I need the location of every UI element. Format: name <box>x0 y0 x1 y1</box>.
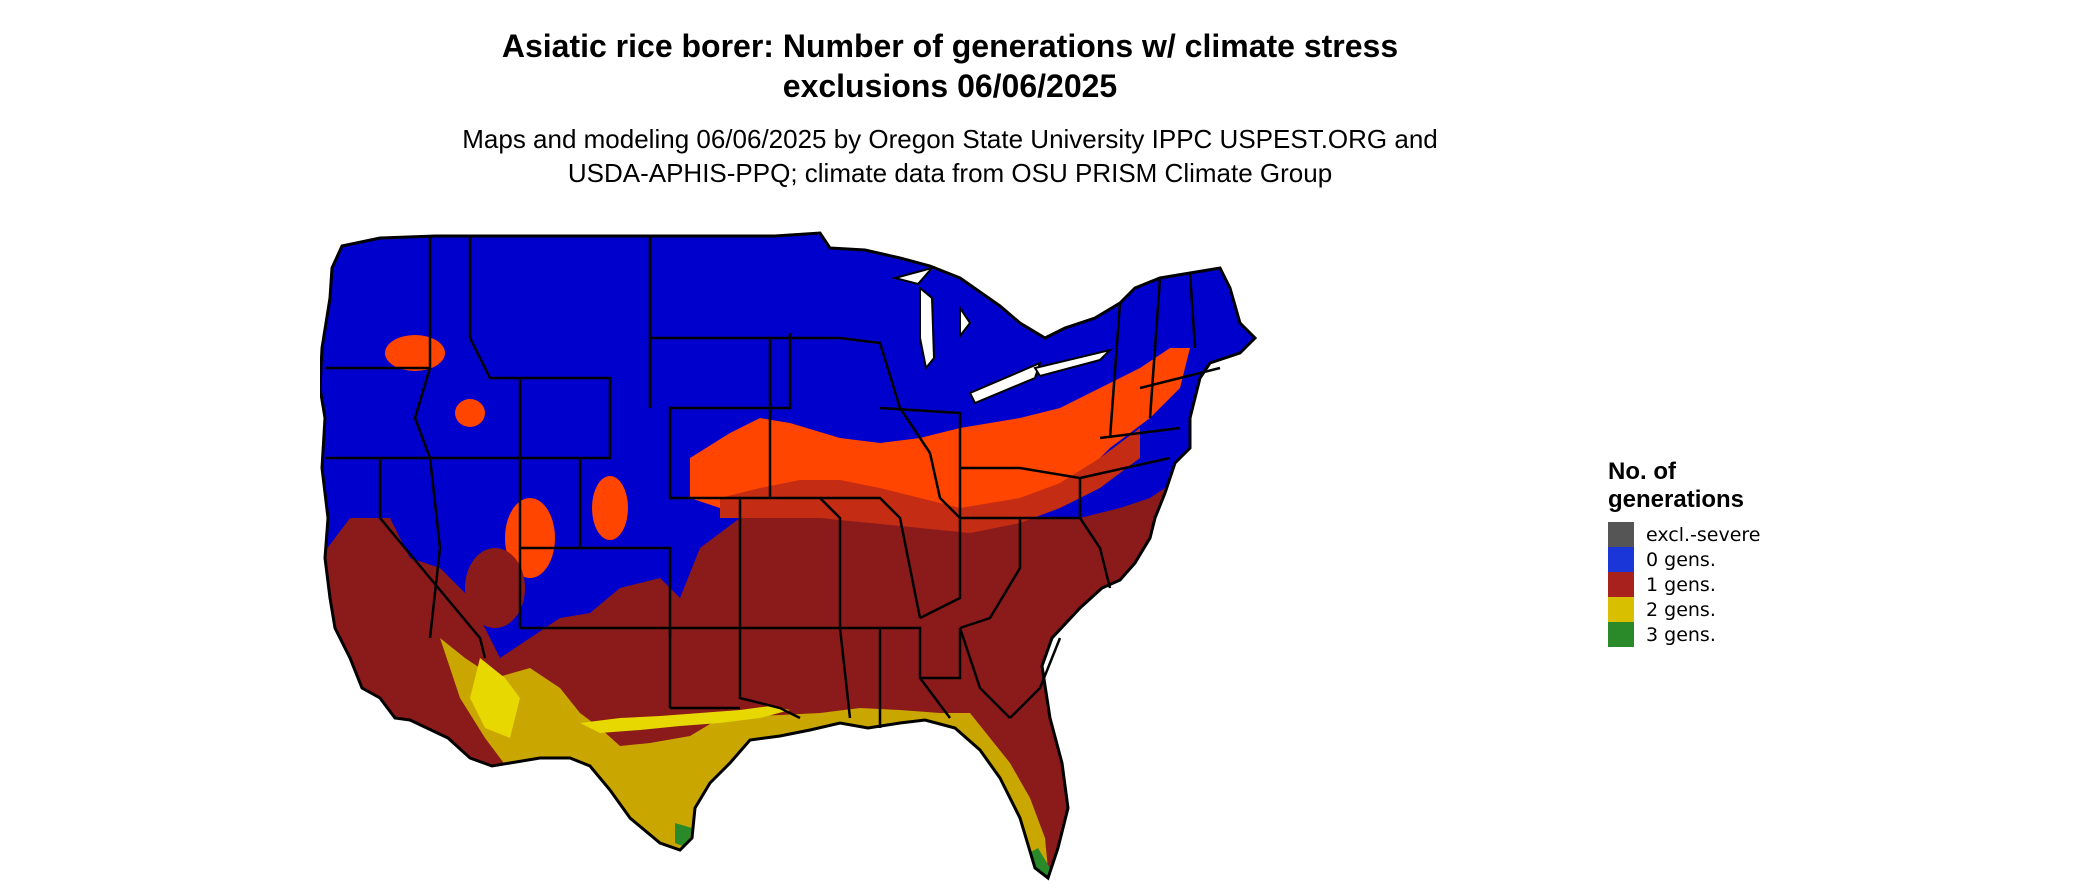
legend-label: excl.-severe <box>1646 523 1761 546</box>
legend-label: 3 gens. <box>1646 623 1716 646</box>
legend-swatch <box>1608 597 1634 622</box>
legend-swatch <box>1608 622 1634 647</box>
legend-swatch <box>1608 547 1634 572</box>
us-generations-map <box>320 231 1258 881</box>
legend-swatch <box>1608 522 1634 547</box>
legend-label: 2 gens. <box>1646 598 1716 621</box>
map-subtitle-line2: USDA-APHIS-PPQ; climate data from OSU PR… <box>567 158 1333 188</box>
legend-item: excl.-severe <box>1608 522 1761 547</box>
legend-title-line1: No. of <box>1608 458 1676 485</box>
legend-item: 1 gens. <box>1608 572 1761 597</box>
map-title-line2: exclusions 06/06/2025 <box>782 68 1118 104</box>
region-two-gens-light <box>470 658 520 738</box>
legend-swatch <box>1608 572 1634 597</box>
legend-item: 3 gens. <box>1608 622 1761 647</box>
legend-label: 0 gens. <box>1646 548 1716 571</box>
map-legend: No. of generations excl.-severe 0 gens. 1 … <box>1608 458 1761 647</box>
great-lakes <box>891 266 1114 405</box>
legend-title-line2: generations <box>1608 486 1745 513</box>
legend-item: 2 gens. <box>1608 597 1761 622</box>
legend-items: excl.-severe 0 gens. 1 gens. 2 gens. 3 gens. <box>1608 522 1761 647</box>
legend-item: 0 gens. <box>1608 547 1761 572</box>
state-borders <box>325 236 1221 728</box>
us-outline <box>320 231 1258 881</box>
map-title-line1: Asiatic rice borer: Number of generation… <box>501 28 1399 64</box>
legend-label: 1 gens. <box>1646 573 1716 596</box>
region-one-gens-mid <box>720 428 1140 533</box>
map-subtitle-line1: Maps and modeling 06/06/2025 by Oregon S… <box>462 124 1438 154</box>
generation-regions <box>320 233 1255 878</box>
